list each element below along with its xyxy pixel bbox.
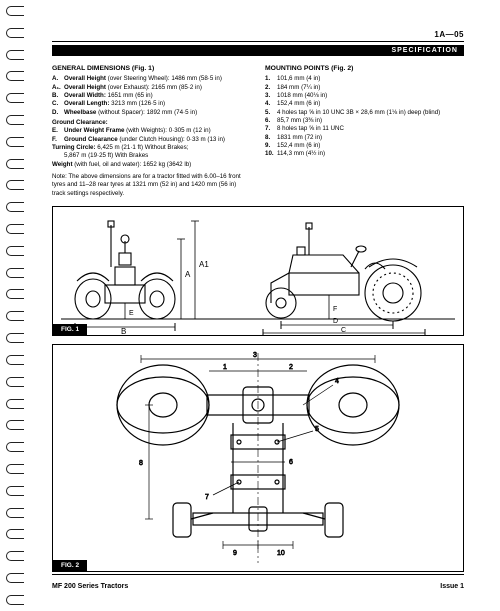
dim-row: A.Overall Height (over Steering Wheel): … [52, 75, 251, 83]
spec-columns: GENERAL DIMENSIONS (Fig. 1) A.Overall He… [52, 64, 464, 198]
manual-page: 1A—05 SPECIFICATION GENERAL DIMENSIONS (… [34, 8, 492, 603]
general-dimensions-col: GENERAL DIMENSIONS (Fig. 1) A.Overall He… [52, 64, 251, 198]
svg-text:A: A [185, 270, 191, 279]
svg-text:B: B [121, 327, 126, 335]
mp-row: 3.1018 mm (40⅛ in) [265, 92, 464, 100]
dim-row: D.Wheelbase (without Spacer): 1892 mm (7… [52, 109, 251, 117]
svg-text:6: 6 [289, 459, 293, 466]
mounting-heading: MOUNTING POINTS (Fig. 2) [265, 64, 464, 73]
spec-bar: SPECIFICATION [52, 45, 464, 56]
spiral-binding [6, 0, 24, 611]
mounting-points-col: MOUNTING POINTS (Fig. 2) 1.101,6 mm (4 i… [265, 64, 464, 198]
note: Note: The above dimensions are for a tra… [52, 173, 251, 198]
general-heading: GENERAL DIMENSIONS (Fig. 1) [52, 64, 251, 73]
mp-row: 8.1831 mm (72 in) [265, 134, 464, 142]
svg-text:1: 1 [223, 364, 227, 371]
rule-top [52, 41, 464, 42]
mp-row: 4.152,4 mm (6 in) [265, 100, 464, 108]
mp-row: 7.8 holes tap ⅝ in 11 UNC [265, 125, 464, 133]
fig2-label: FIG. 2 [53, 560, 87, 571]
svg-text:9: 9 [233, 550, 237, 557]
turning: Turning Circle: 6,425 m (21·1 ft) Withou… [52, 144, 251, 161]
dim-row: C.Overall Length: 3213 mm (126·5 in) [52, 100, 251, 108]
svg-text:8: 8 [139, 460, 143, 467]
rule-bottom [52, 574, 464, 575]
footer-right: Issue 1 [440, 583, 464, 590]
mp-row: 5.4 holes tap ⅝ in 10 UNC 3B × 28,6 mm (… [265, 109, 464, 117]
dim-row: E.Under Weight Frame (with Weights): 0·3… [52, 127, 251, 135]
dim-row: F.Ground Clearance (under Clutch Housing… [52, 136, 251, 144]
dim-row: A₁.Overall Height (over Exhaust): 2165 m… [52, 84, 251, 92]
svg-text:10: 10 [277, 550, 285, 557]
gc-heading: Ground Clearance: [52, 119, 108, 126]
svg-text:E: E [129, 310, 134, 317]
svg-text:5: 5 [315, 426, 319, 433]
svg-text:C: C [341, 327, 346, 334]
dim-row: B.Overall Width: 1651 mm (65 in) [52, 92, 251, 100]
mp-row: 1.101,6 mm (4 in) [265, 75, 464, 83]
weight: Weight (with fuel, oil and water): 1652 … [52, 161, 251, 169]
mp-row: 10.114,3 mm (4½ in) [265, 150, 464, 158]
figure-1: A A1 E B [52, 206, 464, 336]
footer: MF 200 Series Tractors Issue 1 [52, 583, 464, 590]
svg-text:4: 4 [335, 378, 339, 385]
mp-row: 2.184 mm (7¼ in) [265, 84, 464, 92]
fig1-label: FIG. 1 [53, 324, 87, 335]
svg-text:3: 3 [253, 352, 257, 359]
svg-text:A1: A1 [199, 260, 209, 269]
figure-2: 3 1 2 4 5 6 7 8 9 10 FIG. 2 [52, 344, 464, 572]
mp-row: 6.85,7 mm (3⅜ in) [265, 117, 464, 125]
svg-text:D: D [333, 318, 338, 325]
svg-text:2: 2 [289, 364, 293, 371]
page-number: 1A—05 [52, 30, 464, 39]
svg-text:F: F [333, 306, 337, 313]
svg-text:7: 7 [205, 494, 209, 501]
mp-row: 9.152,4 mm (6 in) [265, 142, 464, 150]
footer-left: MF 200 Series Tractors [52, 583, 128, 590]
